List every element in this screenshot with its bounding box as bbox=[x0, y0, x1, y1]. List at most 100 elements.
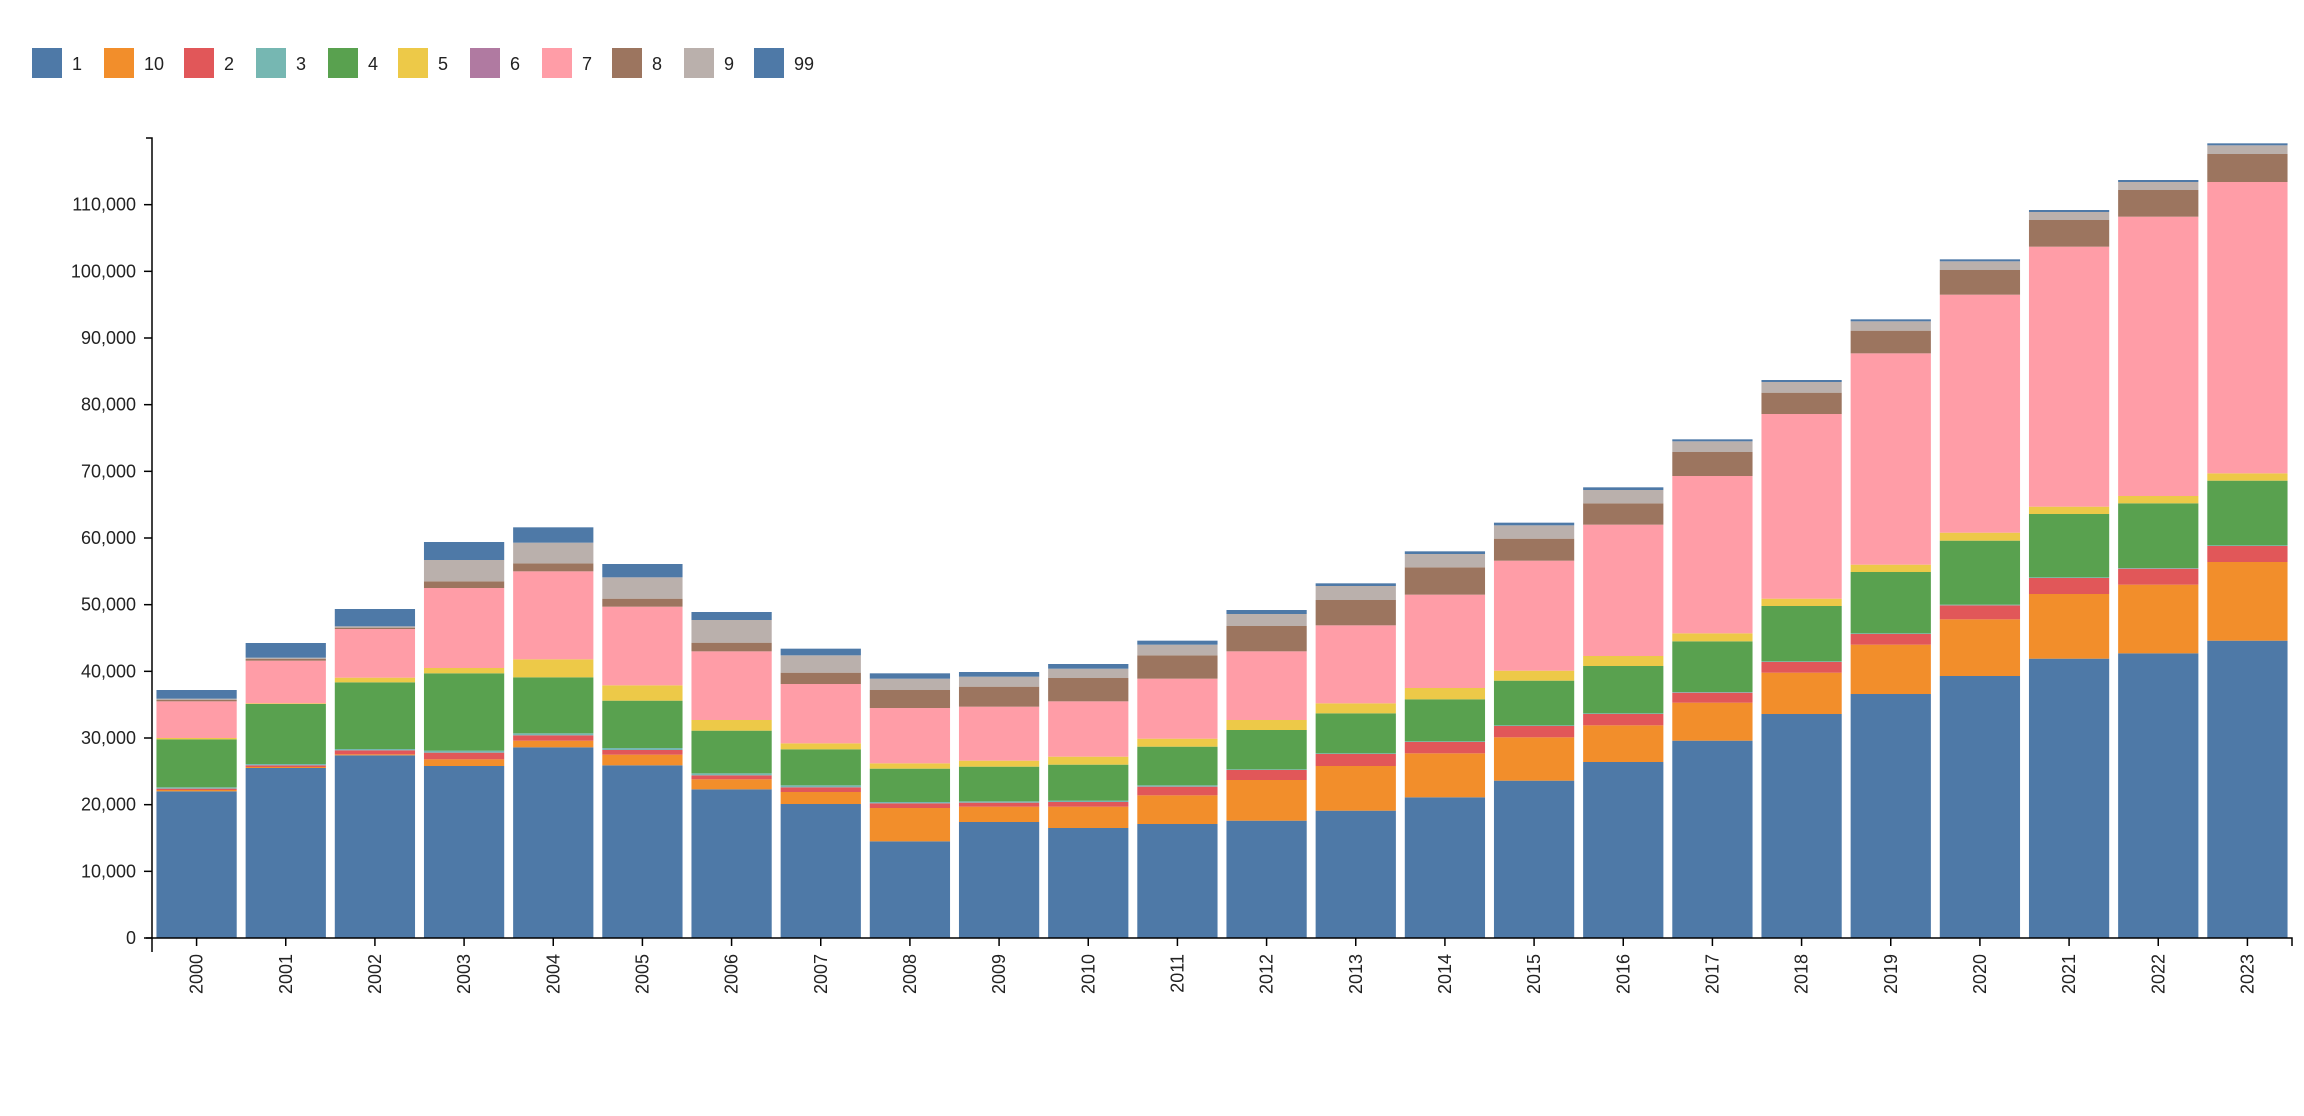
bar-segment-10-2009[interactable] bbox=[958, 806, 1040, 822]
bar-segment-2-2021[interactable] bbox=[2028, 578, 2110, 594]
bar-segment-3-2008[interactable] bbox=[869, 802, 951, 804]
bar-segment-99-2014[interactable] bbox=[1404, 551, 1486, 554]
bar-segment-8-2000[interactable] bbox=[156, 700, 237, 702]
bar-segment-1-2014[interactable] bbox=[1404, 797, 1486, 938]
bar-segment-9-2018[interactable] bbox=[1761, 382, 1842, 393]
bar-segment-10-2008[interactable] bbox=[869, 808, 951, 842]
bar-segment-4-2006[interactable] bbox=[691, 730, 772, 774]
bar-segment-3-2013[interactable] bbox=[1315, 753, 1396, 754]
legend-item-4[interactable]: 4 bbox=[328, 48, 378, 78]
bar-segment-10-2010[interactable] bbox=[1048, 806, 1129, 828]
legend-item-10[interactable]: 10 bbox=[104, 48, 164, 78]
bar-segment-1-2020[interactable] bbox=[1939, 676, 2021, 938]
bar-segment-2-2008[interactable] bbox=[869, 803, 951, 808]
bar-segment-1-2023[interactable] bbox=[2207, 640, 2288, 938]
bar-segment-5-2001[interactable] bbox=[245, 703, 326, 704]
bar-segment-7-2012[interactable] bbox=[1226, 651, 1307, 720]
bar-segment-10-2007[interactable] bbox=[780, 792, 861, 804]
bar-segment-1-2016[interactable] bbox=[1583, 762, 1664, 938]
bar-segment-10-2016[interactable] bbox=[1583, 725, 1664, 762]
bar-segment-7-2000[interactable] bbox=[156, 701, 237, 738]
bar-segment-1-2013[interactable] bbox=[1315, 810, 1396, 938]
bar-segment-99-2010[interactable] bbox=[1048, 664, 1129, 669]
bar-segment-5-2000[interactable] bbox=[156, 738, 237, 740]
bar-segment-2-2007[interactable] bbox=[780, 787, 861, 792]
bar-segment-5-2010[interactable] bbox=[1048, 756, 1129, 765]
bar-segment-8-2006[interactable] bbox=[691, 642, 772, 652]
bar-segment-8-2021[interactable] bbox=[2028, 220, 2110, 247]
bar-segment-2-2023[interactable] bbox=[2207, 546, 2288, 562]
bar-segment-7-2007[interactable] bbox=[780, 684, 861, 744]
bar-segment-8-2023[interactable] bbox=[2207, 154, 2288, 182]
bar-segment-7-2005[interactable] bbox=[602, 606, 683, 686]
bar-segment-10-2002[interactable] bbox=[334, 754, 416, 756]
bar-segment-7-2011[interactable] bbox=[1137, 678, 1218, 739]
bar-segment-4-2008[interactable] bbox=[869, 768, 951, 802]
bar-segment-8-2019[interactable] bbox=[1850, 330, 1931, 354]
bar-segment-5-2011[interactable] bbox=[1137, 738, 1218, 747]
bar-segment-10-2000[interactable] bbox=[156, 790, 237, 792]
bar-segment-9-2008[interactable] bbox=[869, 678, 951, 690]
bar-segment-2-2003[interactable] bbox=[423, 752, 505, 760]
bar-segment-2-2009[interactable] bbox=[958, 802, 1040, 807]
bar-segment-99-2006[interactable] bbox=[691, 612, 772, 620]
bar-segment-1-2017[interactable] bbox=[1672, 740, 1753, 938]
bar-segment-3-2000[interactable] bbox=[156, 787, 237, 789]
bar-segment-3-2001[interactable] bbox=[245, 764, 326, 766]
bar-segment-1-2010[interactable] bbox=[1048, 828, 1129, 938]
bar-segment-2-2016[interactable] bbox=[1583, 714, 1664, 726]
bar-segment-2-2014[interactable] bbox=[1404, 742, 1486, 754]
bar-segment-10-2001[interactable] bbox=[245, 767, 326, 768]
bar-segment-9-2002[interactable] bbox=[334, 626, 416, 628]
bar-segment-2-2000[interactable] bbox=[156, 788, 237, 790]
bar-segment-5-2009[interactable] bbox=[958, 760, 1040, 767]
bar-segment-1-2006[interactable] bbox=[691, 789, 772, 938]
bar-segment-3-2020[interactable] bbox=[1939, 604, 2021, 606]
bar-segment-7-2015[interactable] bbox=[1493, 560, 1575, 671]
bar-segment-8-2016[interactable] bbox=[1583, 503, 1664, 525]
bar-segment-5-2017[interactable] bbox=[1672, 633, 1753, 642]
bar-segment-5-2020[interactable] bbox=[1939, 532, 2021, 541]
bar-segment-7-2016[interactable] bbox=[1583, 524, 1664, 656]
bar-segment-8-2002[interactable] bbox=[334, 627, 416, 629]
bar-segment-10-2013[interactable] bbox=[1315, 766, 1396, 811]
bar-segment-10-2005[interactable] bbox=[602, 754, 683, 766]
bar-segment-10-2022[interactable] bbox=[2118, 584, 2199, 654]
legend-item-3[interactable]: 3 bbox=[256, 48, 306, 78]
bar-segment-8-2008[interactable] bbox=[869, 690, 951, 708]
bar-segment-99-2018[interactable] bbox=[1761, 380, 1842, 382]
bar-segment-4-2002[interactable] bbox=[334, 682, 416, 749]
bar-segment-2-2019[interactable] bbox=[1850, 634, 1931, 645]
bar-segment-7-2014[interactable] bbox=[1404, 594, 1486, 688]
bar-segment-10-2004[interactable] bbox=[513, 740, 594, 748]
bar-segment-3-2015[interactable] bbox=[1493, 725, 1575, 726]
bar-segment-9-2014[interactable] bbox=[1404, 554, 1486, 568]
bar-segment-99-2015[interactable] bbox=[1493, 522, 1575, 526]
bar-segment-3-2016[interactable] bbox=[1583, 713, 1664, 714]
bar-segment-7-2001[interactable] bbox=[245, 660, 326, 704]
bar-segment-9-2016[interactable] bbox=[1583, 490, 1664, 504]
bar-segment-3-2021[interactable] bbox=[2028, 577, 2110, 578]
bar-segment-4-2016[interactable] bbox=[1583, 666, 1664, 714]
bar-segment-4-2010[interactable] bbox=[1048, 764, 1129, 801]
bar-segment-1-2019[interactable] bbox=[1850, 694, 1931, 938]
bar-segment-99-2002[interactable] bbox=[334, 609, 416, 627]
bar-segment-8-2018[interactable] bbox=[1761, 392, 1842, 414]
bar-segment-7-2021[interactable] bbox=[2028, 246, 2110, 507]
legend-item-6[interactable]: 6 bbox=[470, 48, 520, 78]
bar-segment-99-2017[interactable] bbox=[1672, 439, 1753, 442]
bar-segment-99-2009[interactable] bbox=[958, 672, 1040, 677]
bar-segment-7-2023[interactable] bbox=[2207, 182, 2288, 474]
bar-segment-9-2004[interactable] bbox=[513, 542, 594, 564]
bar-segment-3-2002[interactable] bbox=[334, 749, 416, 751]
bar-segment-3-2007[interactable] bbox=[780, 785, 861, 788]
bar-segment-5-2003[interactable] bbox=[423, 668, 505, 674]
bar-segment-1-2005[interactable] bbox=[602, 765, 683, 938]
bar-segment-2-2012[interactable] bbox=[1226, 770, 1307, 780]
legend-item-9[interactable]: 9 bbox=[684, 48, 734, 78]
bar-segment-10-2021[interactable] bbox=[2028, 594, 2110, 659]
bar-segment-3-2012[interactable] bbox=[1226, 769, 1307, 770]
bar-segment-9-2021[interactable] bbox=[2028, 212, 2110, 220]
bar-segment-9-2022[interactable] bbox=[2118, 182, 2199, 190]
bar-segment-2-2013[interactable] bbox=[1315, 754, 1396, 766]
